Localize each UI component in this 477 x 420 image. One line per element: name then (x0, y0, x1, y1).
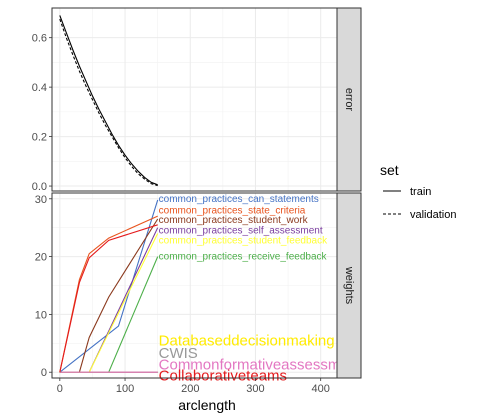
y-tick-label: 0.6 (32, 33, 47, 45)
series-line-segment (59, 199, 159, 373)
y-tick-label: 0.0 (32, 181, 47, 193)
x-tick-label: 100 (116, 383, 134, 395)
facet-strip-background (336, 192, 362, 379)
legend: set train validation (380, 162, 456, 221)
series-label: common_practices_student_feedback (159, 235, 328, 246)
legend-label: validation (410, 209, 456, 221)
series-line (59, 224, 158, 373)
series-label: common_practices_self_assessment (159, 226, 323, 237)
x-tick-label: 200 (181, 383, 199, 395)
y-tick-label: 0.2 (32, 132, 47, 144)
series-label: common_practices_student_work (159, 215, 309, 226)
facet-strip-label: weights (343, 266, 355, 305)
series-line (59, 18, 158, 187)
facet-strip-label: error (343, 88, 355, 112)
series-label: common_practices_receive_feedback (159, 252, 328, 263)
series-label: Commonformativeassessment (159, 357, 362, 374)
x-axis-title: arclength (178, 397, 236, 413)
legend-label: train (410, 186, 431, 198)
series-label: common_practices_state_criteria (159, 205, 306, 216)
panel-background (52, 8, 337, 191)
y-tick-label: 30 (35, 194, 47, 206)
x-tick-label: 400 (312, 383, 330, 395)
series-line (59, 15, 158, 186)
y-tick-label: 10 (35, 309, 47, 321)
facet-strip-background (336, 7, 362, 192)
error-panel: 0.0 0.2 0.4 0.6 (32, 7, 338, 193)
series-label: CWIS (159, 345, 198, 362)
facet-strips: error weights (336, 7, 362, 379)
y-tick-label: 0 (41, 367, 47, 379)
legend-title: set (380, 162, 399, 178)
series-label: common_practices_can_statements (159, 194, 319, 205)
series-label: Databaseddecisionmaking (159, 332, 335, 349)
x-tick-label: 300 (246, 383, 264, 395)
x-axis: 0 100 200 300 400 (57, 378, 330, 395)
series-label: Collaborativeteams (159, 368, 287, 385)
y-tick-label: 0.4 (32, 82, 47, 94)
y-tick-label: 20 (35, 252, 47, 264)
x-tick-label: 0 (57, 383, 63, 395)
